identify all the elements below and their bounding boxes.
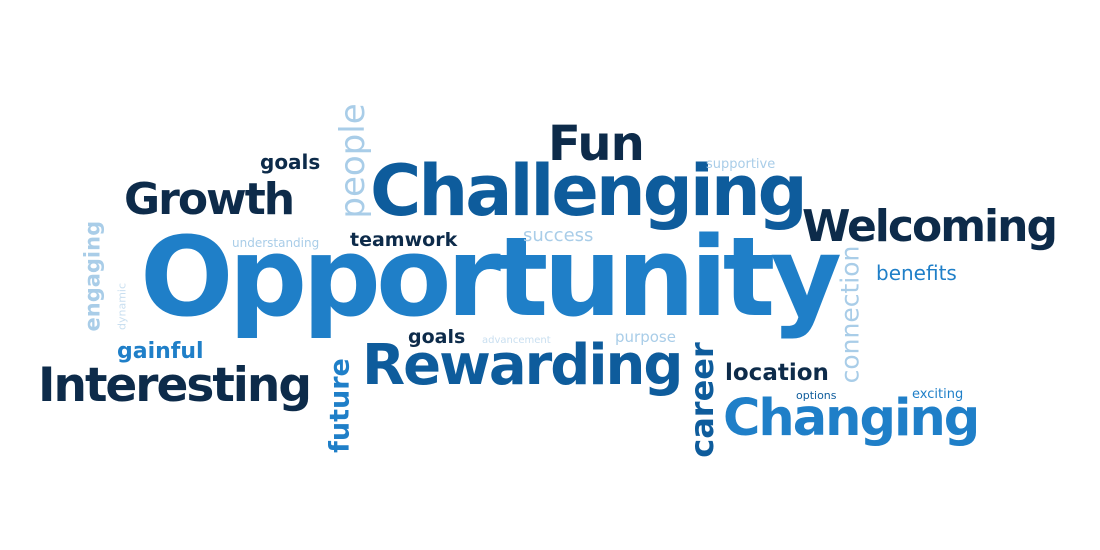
word-gainful: gainful (117, 339, 204, 364)
word-understanding: understanding (232, 236, 320, 250)
word-engaging: engaging (80, 220, 105, 332)
word-goals-top: goals (260, 150, 321, 174)
word-location: location (725, 360, 829, 386)
word-advancement: advancement (482, 335, 551, 346)
word-purpose: purpose (615, 328, 676, 346)
word-teamwork: teamwork (350, 229, 458, 251)
word-opportunity: Opportunity (140, 213, 842, 341)
word-supportive: supportive (706, 157, 776, 172)
word-future: future (324, 358, 356, 453)
word-options: options (796, 389, 837, 402)
word-connection: connection (835, 245, 865, 384)
word-dynamic: dynamic (115, 282, 129, 331)
word-exciting: exciting (912, 387, 964, 402)
word-goals-mid: goals (408, 326, 466, 348)
word-welcoming: Welcoming (802, 201, 1058, 252)
word-challenging: Challenging (370, 150, 808, 232)
word-career: career (683, 342, 721, 458)
word-fun: Fun (548, 116, 645, 172)
word-benefits: benefits (876, 261, 957, 285)
word-changing: Changing (723, 389, 980, 448)
word-success: success (523, 225, 594, 246)
word-interesting: Interesting (38, 358, 312, 413)
word-people: people (333, 103, 373, 219)
word-growth: Growth (124, 174, 295, 225)
word-rewarding: Rewarding (362, 333, 683, 398)
